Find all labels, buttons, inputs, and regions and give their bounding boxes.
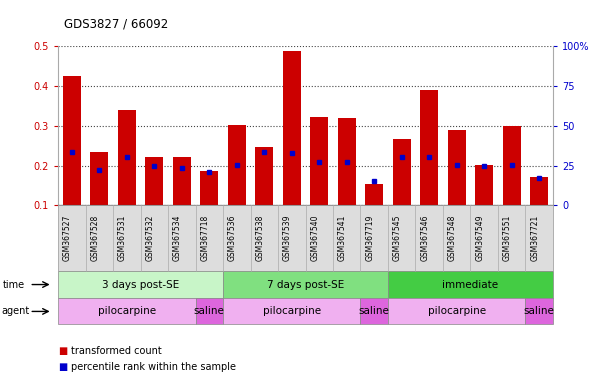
Text: GSM367546: GSM367546 [420,215,429,262]
Bar [448,130,466,245]
Text: GSM367548: GSM367548 [448,215,457,261]
Bar [228,125,246,245]
Text: GSM367528: GSM367528 [90,215,100,261]
Text: GSM367719: GSM367719 [365,215,374,261]
Text: GDS3827 / 66092: GDS3827 / 66092 [64,18,169,31]
Text: GSM367538: GSM367538 [255,215,264,261]
Bar [393,139,411,245]
Text: pilocarpine: pilocarpine [428,306,486,316]
Text: GSM367718: GSM367718 [200,215,209,261]
Text: GSM367540: GSM367540 [310,215,320,262]
Text: GSM367527: GSM367527 [63,215,72,261]
Text: saline: saline [359,306,390,316]
Text: time: time [3,280,25,290]
Text: GSM367541: GSM367541 [338,215,347,261]
Text: transformed count: transformed count [71,346,163,356]
Bar [255,147,273,245]
Bar [90,152,108,245]
Bar [310,117,328,245]
Text: pilocarpine: pilocarpine [263,306,321,316]
Bar [365,184,383,245]
Text: saline: saline [194,306,225,316]
Bar [118,110,136,245]
Text: 7 days post-SE: 7 days post-SE [267,280,344,290]
Text: saline: saline [524,306,555,316]
Text: GSM367534: GSM367534 [173,215,182,262]
Text: ■: ■ [58,346,67,356]
Text: GSM367539: GSM367539 [283,215,292,262]
Text: agent: agent [1,306,29,316]
Text: GSM367549: GSM367549 [475,215,485,262]
Text: percentile rank within the sample: percentile rank within the sample [71,362,236,372]
Text: GSM367536: GSM367536 [228,215,237,262]
Text: GSM367545: GSM367545 [393,215,402,262]
Bar [530,177,548,245]
Text: immediate: immediate [442,280,499,290]
Bar [173,157,191,245]
Text: pilocarpine: pilocarpine [98,306,156,316]
Bar [503,126,521,245]
Text: GSM367551: GSM367551 [503,215,512,261]
Text: GSM367721: GSM367721 [530,215,540,261]
Text: ■: ■ [58,362,67,372]
Bar [283,51,301,245]
Bar [200,171,218,245]
Text: GSM367531: GSM367531 [118,215,127,261]
Bar [145,157,163,245]
Bar [420,90,438,245]
Bar [63,76,81,245]
Bar [475,165,493,245]
Text: GSM367532: GSM367532 [145,215,154,261]
Bar [338,118,356,245]
Text: 3 days post-SE: 3 days post-SE [102,280,179,290]
